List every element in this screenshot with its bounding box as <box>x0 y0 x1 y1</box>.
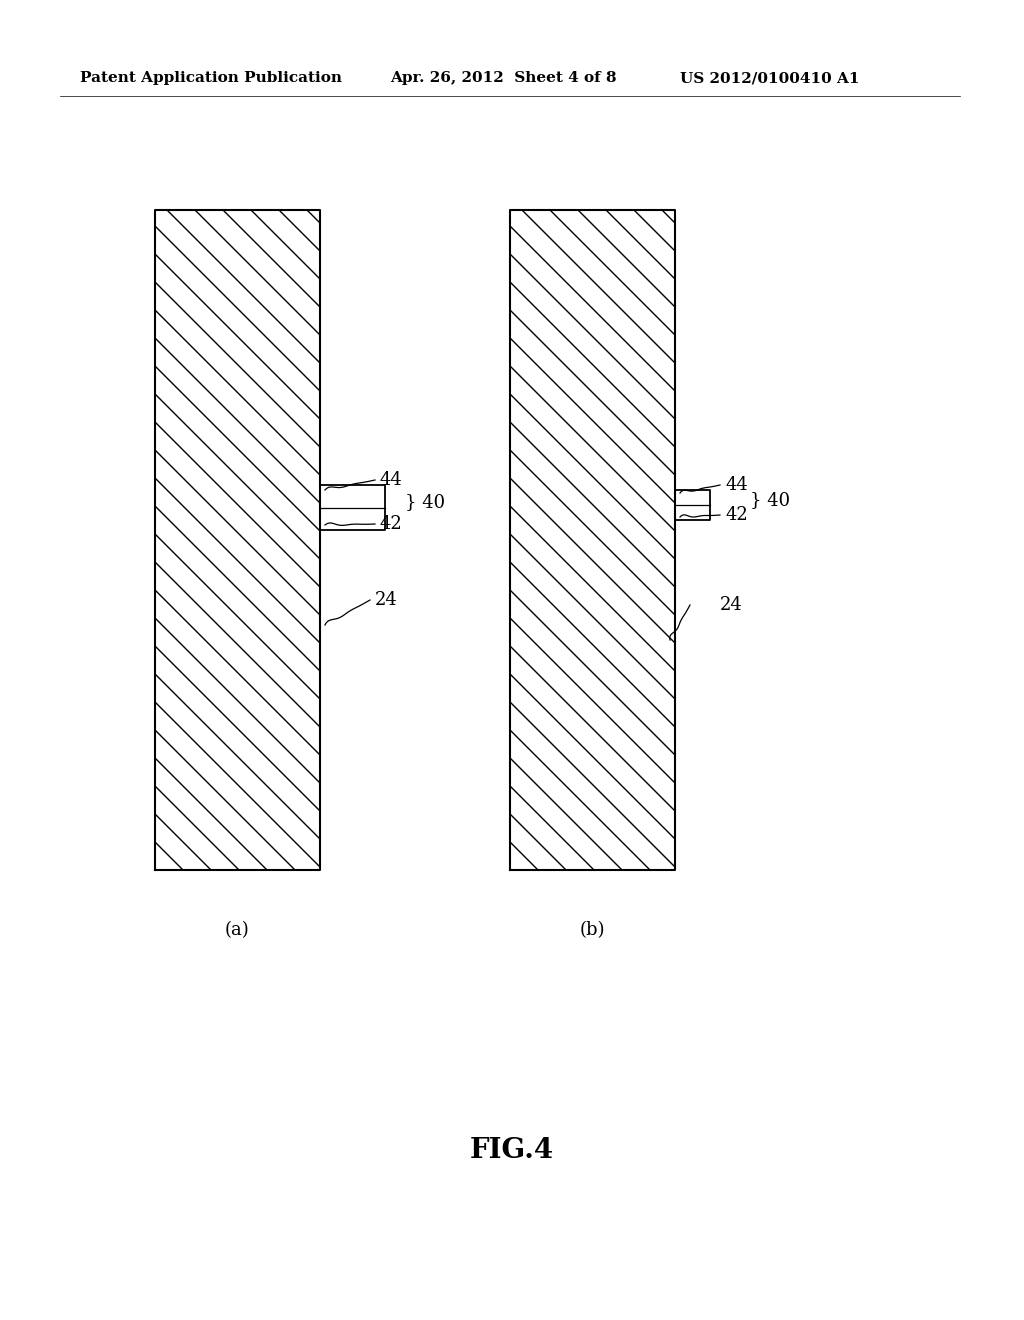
Text: } 40: } 40 <box>406 492 445 511</box>
Text: 42: 42 <box>725 506 748 524</box>
Text: } 40: } 40 <box>750 491 791 510</box>
Text: (b): (b) <box>580 921 605 939</box>
Text: FIG.4: FIG.4 <box>470 1137 554 1163</box>
Text: (a): (a) <box>225 921 250 939</box>
Text: 42: 42 <box>380 515 402 533</box>
Text: 24: 24 <box>375 591 397 609</box>
Text: US 2012/0100410 A1: US 2012/0100410 A1 <box>680 71 859 84</box>
Text: 24: 24 <box>720 597 742 614</box>
Text: Patent Application Publication: Patent Application Publication <box>80 71 342 84</box>
Text: Apr. 26, 2012  Sheet 4 of 8: Apr. 26, 2012 Sheet 4 of 8 <box>390 71 616 84</box>
Text: 44: 44 <box>725 477 748 494</box>
Text: 44: 44 <box>380 471 402 488</box>
